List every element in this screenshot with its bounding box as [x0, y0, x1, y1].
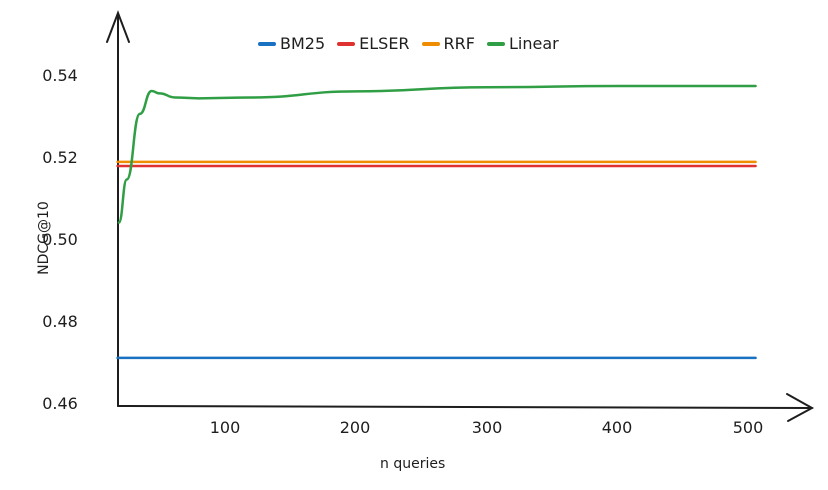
legend-swatch-linear: [486, 41, 505, 46]
legend-label: ELSER: [359, 34, 410, 53]
x-tick-label: 400: [601, 418, 633, 437]
legend-item-elser[interactable]: ELSER: [337, 34, 410, 53]
y-axis-title: NDCG@10: [36, 201, 52, 275]
y-tick-label: 0.46: [42, 394, 78, 413]
y-tick-label: 0.48: [42, 312, 78, 331]
x-axis-line: [117, 405, 813, 409]
x-axis-arrow-icon: [786, 393, 815, 422]
y-tick-label: 0.54: [42, 66, 78, 85]
series-layer: [116, 84, 757, 360]
x-tick-label: 300: [471, 418, 503, 437]
legend-swatch-elser: [337, 41, 356, 46]
x-axis-title: n queries: [380, 456, 446, 472]
x-tick-label: 500: [732, 418, 764, 437]
legend-label: Linear: [508, 34, 559, 53]
axes: [106, 10, 815, 422]
x-tick-label: 200: [339, 418, 371, 437]
series-line-linear: [117, 84, 757, 224]
legend-swatch-rrf: [421, 41, 440, 46]
legend: BM25 ELSER RRF Linear: [258, 34, 559, 53]
legend-item-bm25[interactable]: BM25: [258, 34, 325, 53]
legend-label: BM25: [280, 34, 326, 53]
y-tick-label: 0.50: [42, 230, 78, 249]
y-axis-arrow-icon: [106, 10, 130, 43]
legend-item-rrf[interactable]: RRF: [421, 34, 475, 53]
x-tick-label: 100: [209, 418, 241, 437]
y-tick-label: 0.52: [42, 148, 78, 167]
legend-item-linear[interactable]: Linear: [486, 34, 559, 53]
legend-label: RRF: [443, 34, 475, 53]
legend-swatch-bm25: [258, 41, 276, 46]
